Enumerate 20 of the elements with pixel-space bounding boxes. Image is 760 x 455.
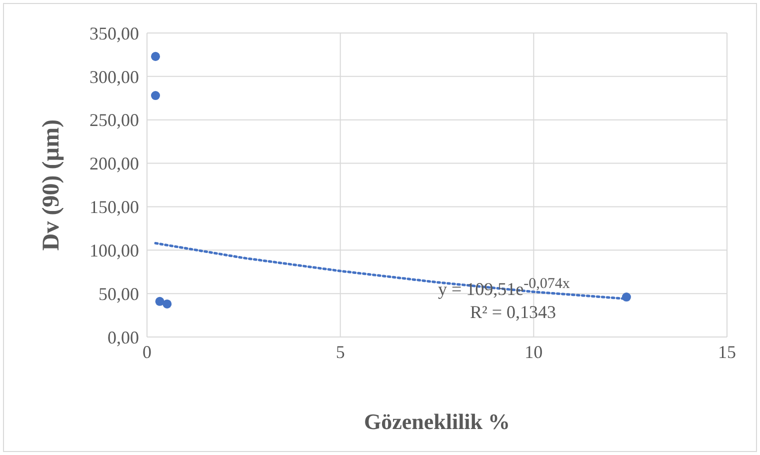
y-tick-label: 350,00 <box>90 23 139 44</box>
x-tick-label: 10 <box>524 342 543 362</box>
x-tick-label: 15 <box>718 342 736 362</box>
y-axis-title: Dv (90) (µm) <box>38 119 65 251</box>
point <box>150 91 160 100</box>
y-tick-label: 100,00 <box>90 240 139 261</box>
x-tick-label: 0 <box>142 342 152 362</box>
x-axis-title: Gözeneklilik % <box>364 409 510 434</box>
point <box>150 52 160 61</box>
annotation: R² = 0,1343 <box>470 302 556 323</box>
y-tick-label: 0,00 <box>108 327 139 348</box>
point <box>162 299 172 308</box>
x-tick-label: 5 <box>336 342 345 362</box>
point <box>622 292 631 302</box>
y-tick-label: 300,00 <box>90 66 139 87</box>
y-tick-label: 50,00 <box>98 284 139 304</box>
y-tick-label: 200,00 <box>90 154 139 174</box>
y-tick-label: 250,00 <box>90 110 139 130</box>
point <box>155 296 164 306</box>
y-tick-label: 150,00 <box>90 197 139 218</box>
